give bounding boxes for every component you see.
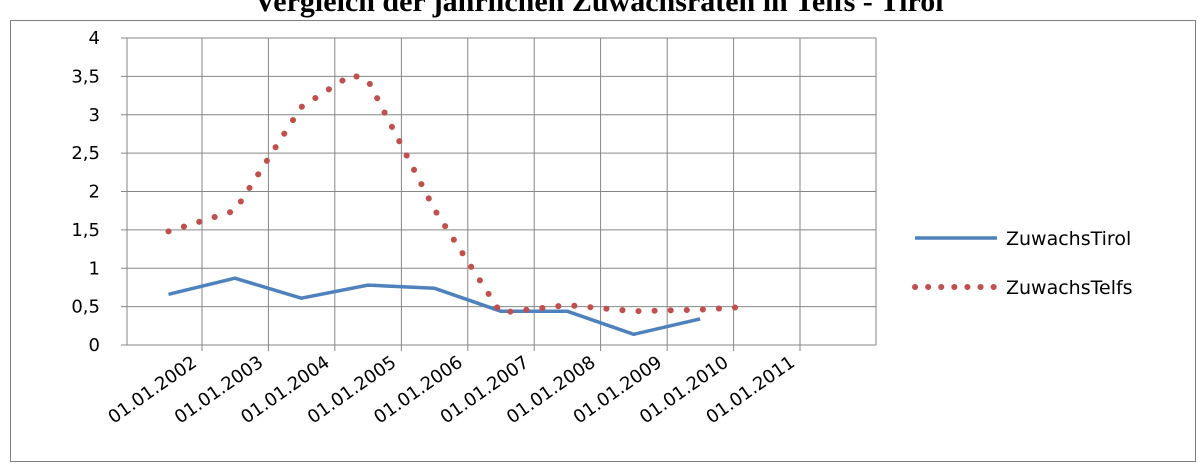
y-tick-label: 2,5 <box>71 143 100 164</box>
chart-frame <box>10 20 1196 462</box>
y-tick-label: 2 <box>89 182 100 203</box>
series-line-1 <box>168 276 701 337</box>
y-tick-label: 0,5 <box>71 297 100 318</box>
grid <box>121 37 877 351</box>
y-tick-label: 4 <box>89 28 100 49</box>
series-layer <box>165 71 753 337</box>
legend[interactable]: ZuwachsTirol ZuwachsTelfs <box>912 228 1133 299</box>
y-tick-label: 3 <box>89 105 100 126</box>
legend-label-2: ZuwachsTelfs <box>1006 277 1133 299</box>
y-tick-label: 1 <box>89 258 100 279</box>
y-tick-label: 1,5 <box>71 220 100 241</box>
y-axis-ticks: 0 0,5 1 1,5 2 2,5 3 3,5 4 <box>71 28 100 356</box>
series-line-2 <box>165 71 753 316</box>
y-tick-label: 0 <box>89 335 100 356</box>
x-axis-ticks: 01.01.200201.01.200301.01.200401.01.2005… <box>104 352 798 428</box>
legend-label-1: ZuwachsTirol <box>1006 228 1131 250</box>
y-tick-label: 3,5 <box>71 66 100 87</box>
chart-title: Vergleich der jährlichen Zuwachsraten in… <box>254 0 944 18</box>
